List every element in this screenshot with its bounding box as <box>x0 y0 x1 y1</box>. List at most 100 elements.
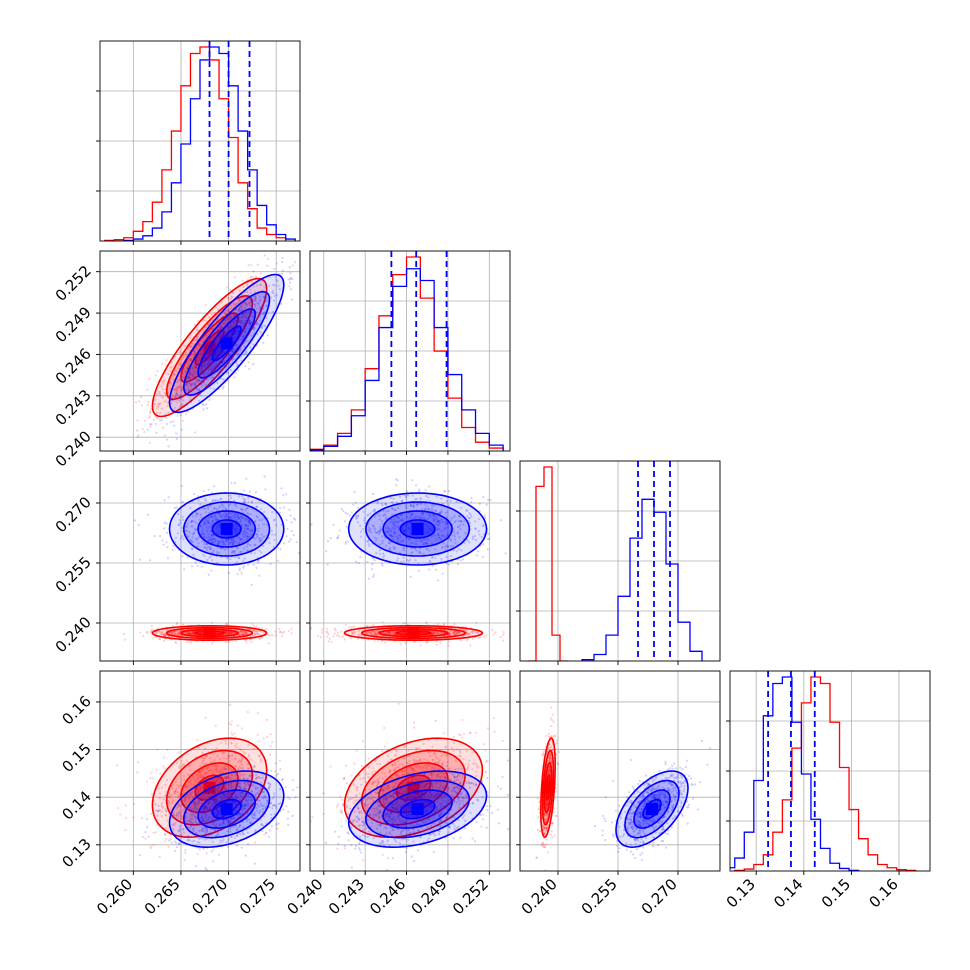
scatter-point <box>194 528 197 532</box>
scatter-point <box>247 520 250 523</box>
scatter-point <box>389 530 393 533</box>
scatter-point <box>252 629 255 632</box>
scatter-point <box>189 359 193 362</box>
scatter-point <box>235 361 238 364</box>
scatter-point <box>393 518 396 521</box>
scatter-point <box>166 546 169 549</box>
scatter-point <box>240 538 243 541</box>
scatter-point <box>207 795 210 798</box>
scatter-point <box>449 538 452 541</box>
scatter-point <box>224 632 227 636</box>
scatter-point <box>245 313 248 316</box>
scatter-point <box>233 836 236 839</box>
scatter-point <box>444 548 447 551</box>
scatter-point <box>256 533 259 536</box>
scatter-point <box>415 503 418 506</box>
scatter-point <box>227 325 230 328</box>
scatter-point <box>219 497 223 500</box>
scatter-point <box>216 754 219 758</box>
scatter-point <box>186 385 189 388</box>
scatter-point <box>378 518 382 521</box>
scatter-point <box>180 428 183 431</box>
scatter-point <box>186 786 189 789</box>
scatter-point <box>211 772 214 775</box>
scatter-point <box>449 554 453 558</box>
scatter-point <box>225 757 228 760</box>
scatter-point <box>203 345 206 348</box>
scatter-point <box>365 631 368 634</box>
scatter-point <box>393 527 397 530</box>
scatter-point <box>229 631 232 635</box>
scatter-point <box>205 528 208 532</box>
scatter-point <box>148 416 151 419</box>
scatter-point <box>177 843 181 846</box>
scatter-point <box>292 517 296 520</box>
scatter-point <box>403 529 406 532</box>
scatter-point <box>227 754 230 758</box>
scatter-point <box>460 520 463 524</box>
scatter-point <box>178 395 181 399</box>
scatter-point <box>240 758 243 761</box>
scatter-point <box>440 510 443 514</box>
scatter-point <box>193 323 196 326</box>
scatter-point <box>385 632 388 635</box>
scatter-point <box>371 510 375 513</box>
scatter-point <box>447 634 451 637</box>
scatter-point <box>152 843 155 846</box>
scatter-point <box>216 777 220 780</box>
scatter-point <box>243 633 246 636</box>
scatter-point <box>250 264 253 267</box>
scatter-point <box>202 536 206 539</box>
scatter-point <box>142 835 145 839</box>
scatter-point <box>241 632 244 635</box>
scatter-point <box>174 395 177 398</box>
scatter-point <box>405 536 408 539</box>
scatter-point <box>205 358 208 361</box>
scatter-point <box>224 630 228 633</box>
scatter-point <box>387 531 390 534</box>
scatter-point <box>200 365 204 368</box>
scatter-point <box>190 345 193 348</box>
scatter-point <box>268 786 271 789</box>
scatter-point <box>211 350 214 353</box>
scatter-point <box>459 528 462 531</box>
scatter-point <box>378 549 382 552</box>
scatter-point <box>172 814 175 817</box>
scatter-point <box>482 495 485 499</box>
scatter-point <box>458 631 461 634</box>
scatter-point <box>408 517 411 520</box>
scatter-point <box>393 546 397 549</box>
scatter-point <box>391 630 395 633</box>
scatter-point <box>224 785 227 788</box>
scatter-point <box>192 790 195 793</box>
scatter-point <box>471 535 474 538</box>
scatter-point <box>160 786 164 789</box>
scatter-point <box>360 634 363 638</box>
scatter-point <box>149 630 152 633</box>
scatter-point <box>178 765 181 768</box>
scatter-point <box>289 271 292 274</box>
scatter-point <box>172 378 175 381</box>
scatter-point <box>269 784 272 787</box>
scatter-point <box>204 303 208 307</box>
scatter-point <box>397 527 400 530</box>
scatter-point <box>281 272 284 275</box>
scatter-point <box>161 362 164 365</box>
scatter-point <box>252 536 255 539</box>
scatter-point <box>242 631 245 634</box>
scatter-point <box>180 784 183 787</box>
scatter-point <box>180 397 183 400</box>
scatter-point <box>207 535 210 539</box>
scatter-point <box>160 385 163 388</box>
scatter-point <box>470 630 473 634</box>
scatter-point <box>188 764 191 768</box>
scatter-point <box>243 326 246 329</box>
scatter-point <box>214 357 217 361</box>
scatter-point <box>239 784 242 788</box>
scatter-point <box>208 398 211 402</box>
scatter-point <box>404 525 407 528</box>
scatter-point <box>158 393 161 396</box>
scatter-point <box>199 351 202 354</box>
scatter-point <box>204 355 207 358</box>
scatter-point <box>191 382 194 385</box>
